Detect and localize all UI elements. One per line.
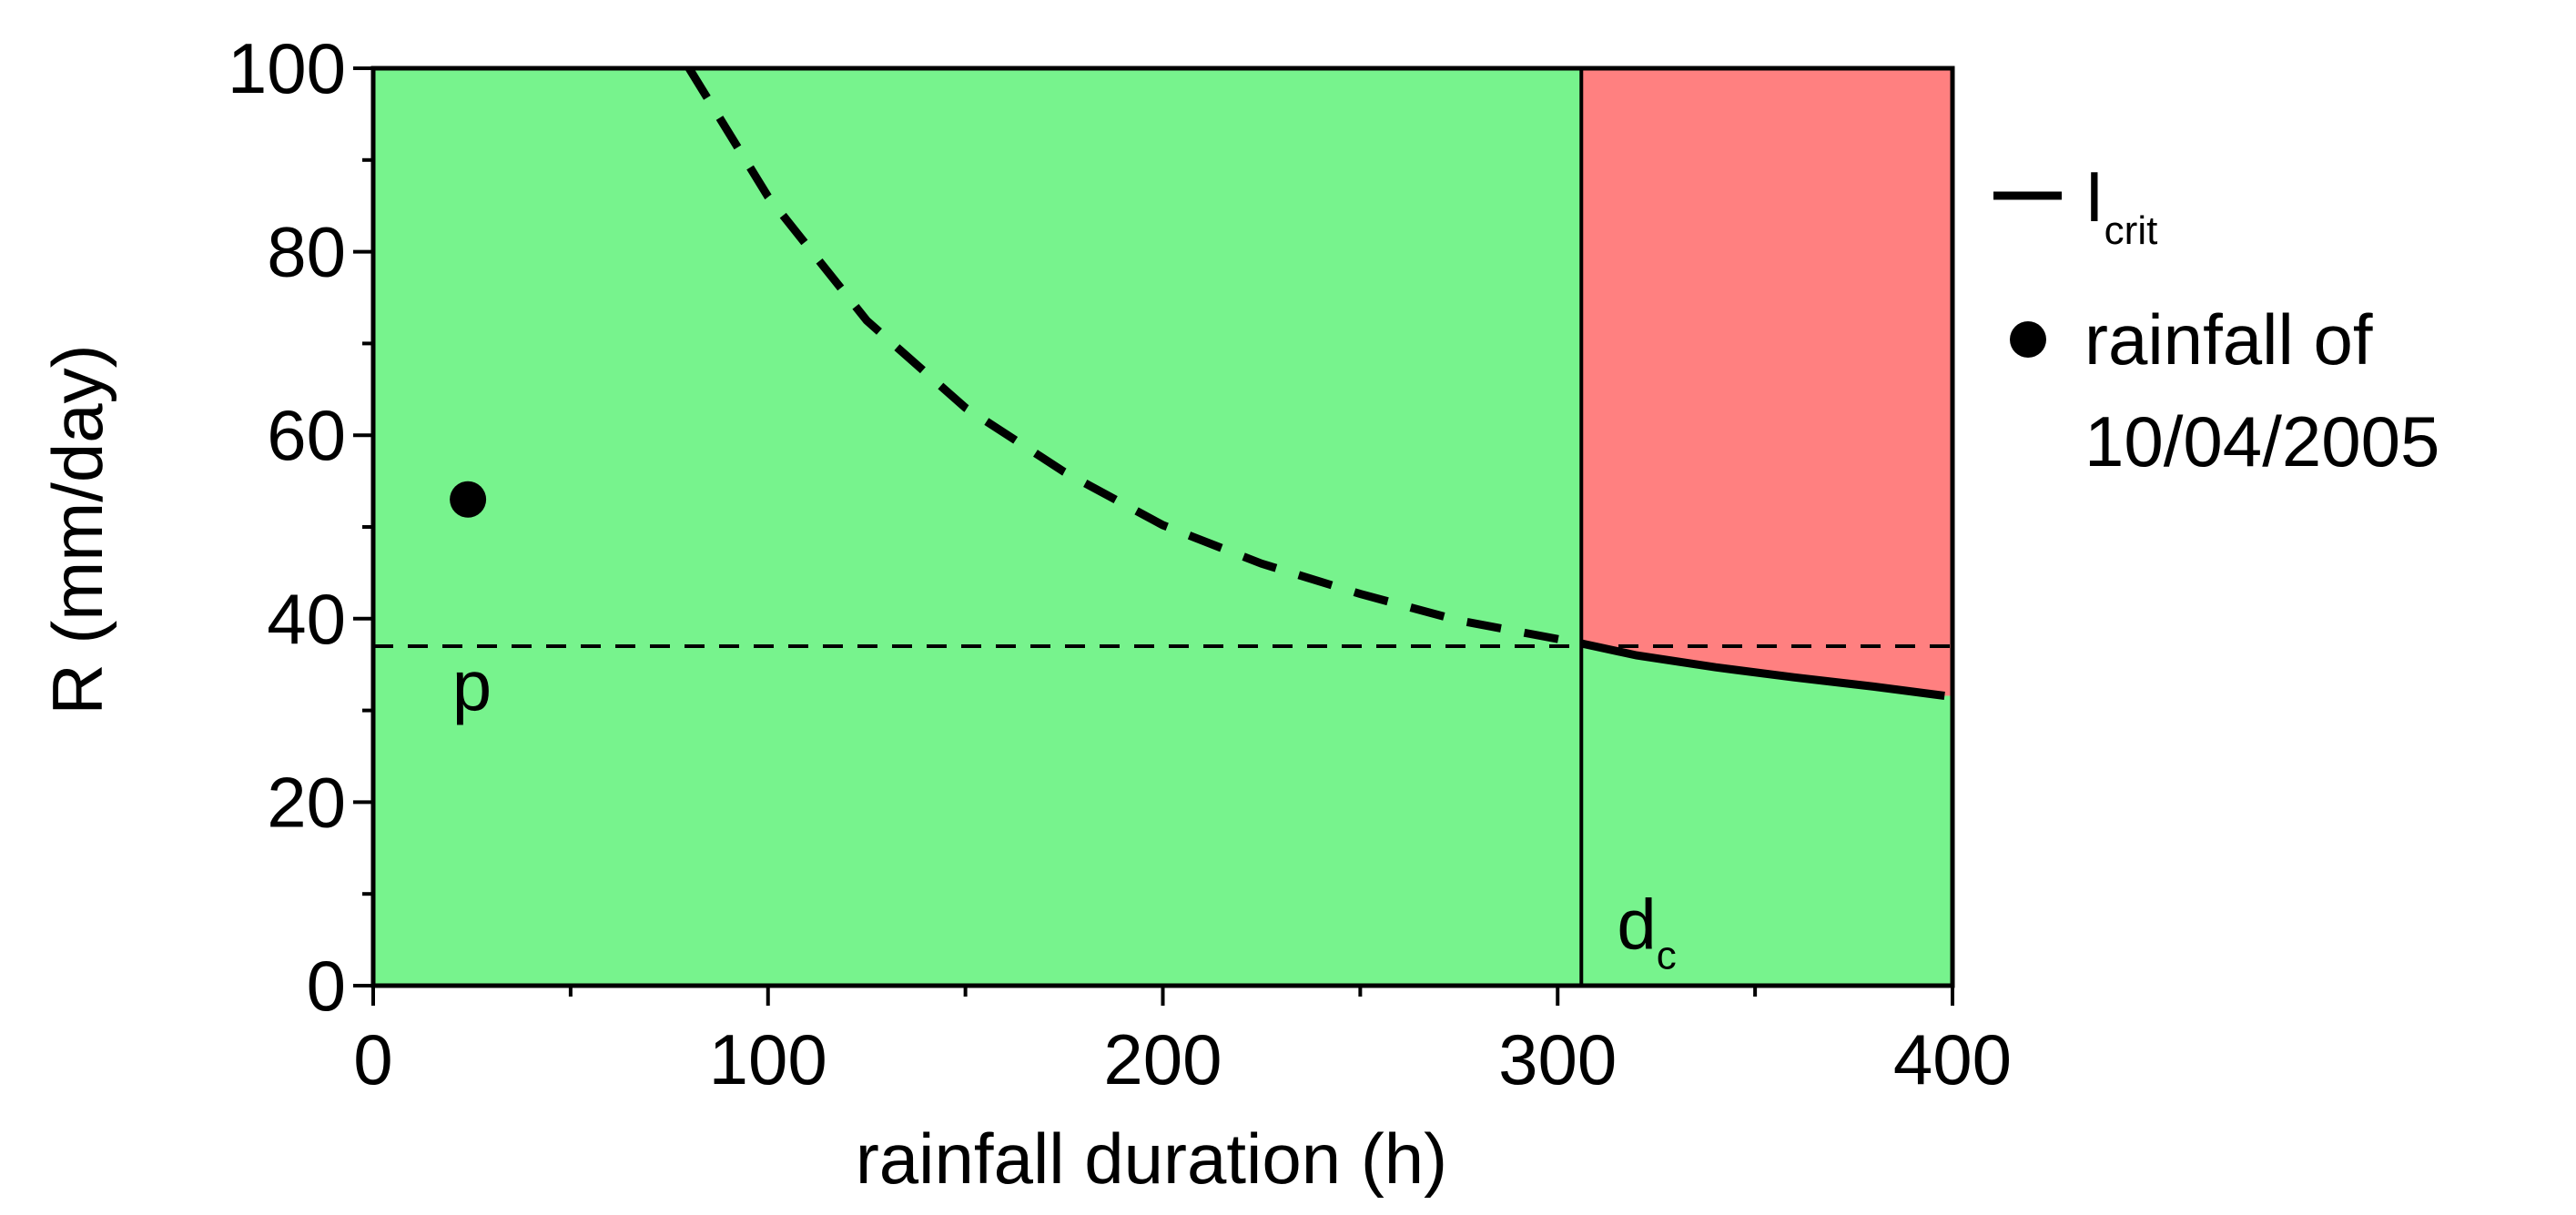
y-tick-label: 60 xyxy=(267,395,346,475)
y-tick-label: 100 xyxy=(228,28,346,108)
x-axis-title: rainfall duration (h) xyxy=(856,1119,1447,1199)
y-tick-label: 40 xyxy=(267,579,346,659)
legend: Icrit rainfall of 10/04/2005 xyxy=(1993,157,2439,481)
legend-dot-swatch xyxy=(2010,321,2046,358)
y-tick-label: 20 xyxy=(267,762,346,842)
legend-label-rainfall-line1: rainfall of xyxy=(2084,299,2373,380)
x-tick-label: 100 xyxy=(709,1019,827,1099)
rainfall-event-point xyxy=(450,481,487,518)
x-tick-label: 300 xyxy=(1498,1019,1617,1099)
x-tick-label: 0 xyxy=(353,1019,392,1099)
background-regions xyxy=(373,68,1952,986)
p-annotation: p xyxy=(452,646,492,726)
axis-ticks: 0 100 200 300 400 0 20 40 60 80 100 xyxy=(228,28,2012,1099)
threshold-extension-curve xyxy=(685,66,1583,648)
legend-label-rainfall-line2: 10/04/2005 xyxy=(2084,401,2439,481)
y-axis-title: R (mm/day) xyxy=(37,344,117,714)
y-tick-label: 80 xyxy=(267,212,346,292)
x-tick-label: 400 xyxy=(1893,1019,2012,1099)
series-lines xyxy=(373,66,1952,700)
critical-region xyxy=(1581,68,1952,696)
legend-label-icrit: Icrit xyxy=(2084,157,2157,253)
data-points xyxy=(450,481,487,518)
y-tick-label: 0 xyxy=(307,946,346,1026)
icrit-curve xyxy=(1580,639,1945,700)
x-tick-label: 200 xyxy=(1103,1019,1222,1099)
